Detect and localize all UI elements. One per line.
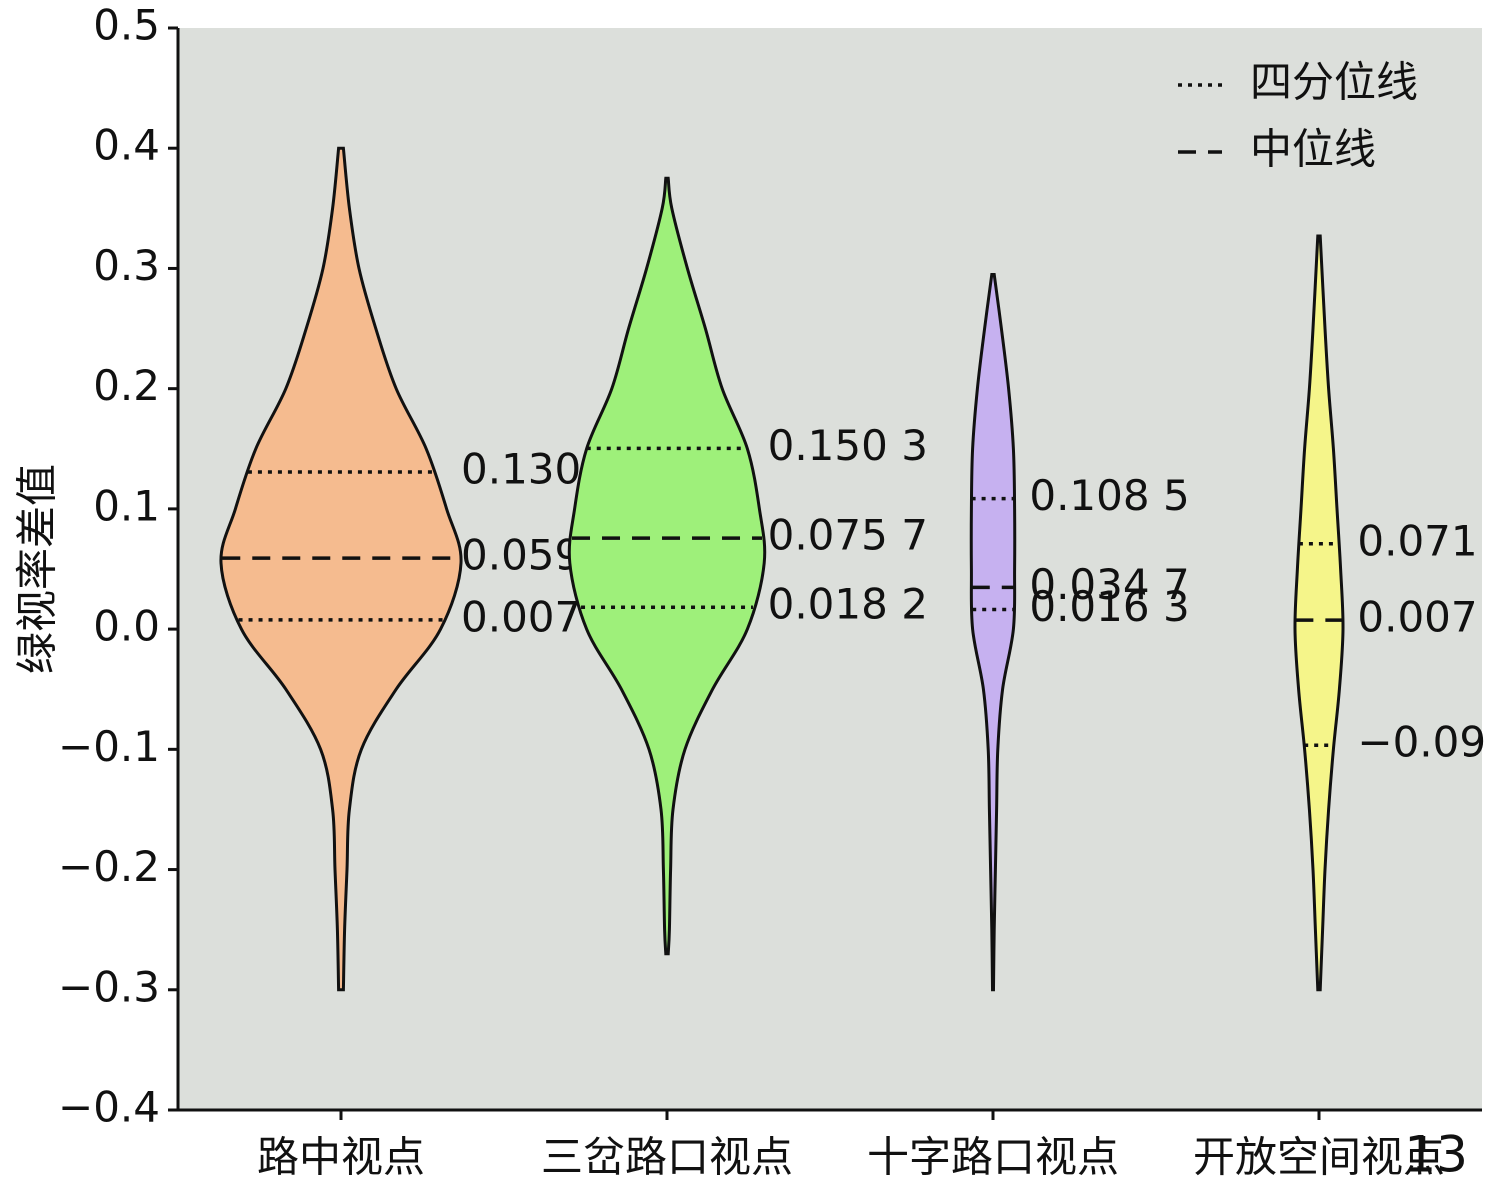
y-tick-label: −0.2 bbox=[58, 842, 160, 891]
y-axis-label: 绿视率差值 bbox=[13, 464, 62, 674]
value-label: 0.108 5 bbox=[1029, 471, 1189, 520]
value-label: 0.075 7 bbox=[768, 511, 928, 560]
y-tick-label: 0.0 bbox=[93, 602, 160, 651]
footnote: 13 bbox=[1404, 1126, 1468, 1184]
y-tick-label: 0.4 bbox=[93, 121, 160, 170]
x-tick-label: 三岔路口视点 bbox=[541, 1133, 793, 1182]
value-label: 0.034 7 bbox=[1029, 560, 1189, 609]
violin bbox=[969, 272, 1017, 992]
value-label: 0.016 3 bbox=[1029, 582, 1189, 631]
y-tick-label: −0.3 bbox=[58, 962, 160, 1011]
value-label: 0.150 3 bbox=[768, 421, 928, 470]
legend-label: 中位线 bbox=[1250, 125, 1376, 174]
value-label: 0.007 5 bbox=[1357, 593, 1488, 642]
x-tick-label: 十字路口视点 bbox=[867, 1133, 1119, 1182]
violin bbox=[219, 146, 463, 992]
y-tick-label: 0.5 bbox=[93, 1, 160, 50]
y-tick-label: −0.1 bbox=[58, 722, 160, 771]
violin bbox=[567, 176, 767, 956]
legend-label: 四分位线 bbox=[1250, 58, 1418, 107]
value-label: 0.071 0 bbox=[1357, 516, 1488, 565]
y-tick-label: −0.4 bbox=[58, 1083, 160, 1132]
value-label: −0.096 6 bbox=[1357, 718, 1488, 767]
y-tick-label: 0.2 bbox=[93, 361, 160, 410]
y-tick-label: 0.1 bbox=[93, 481, 160, 530]
x-tick-label: 开放空间视点 bbox=[1193, 1133, 1445, 1182]
value-label: 0.018 2 bbox=[768, 580, 928, 629]
violin bbox=[1293, 234, 1345, 992]
x-tick-label: 路中视点 bbox=[257, 1133, 425, 1182]
y-tick-label: 0.3 bbox=[93, 241, 160, 290]
